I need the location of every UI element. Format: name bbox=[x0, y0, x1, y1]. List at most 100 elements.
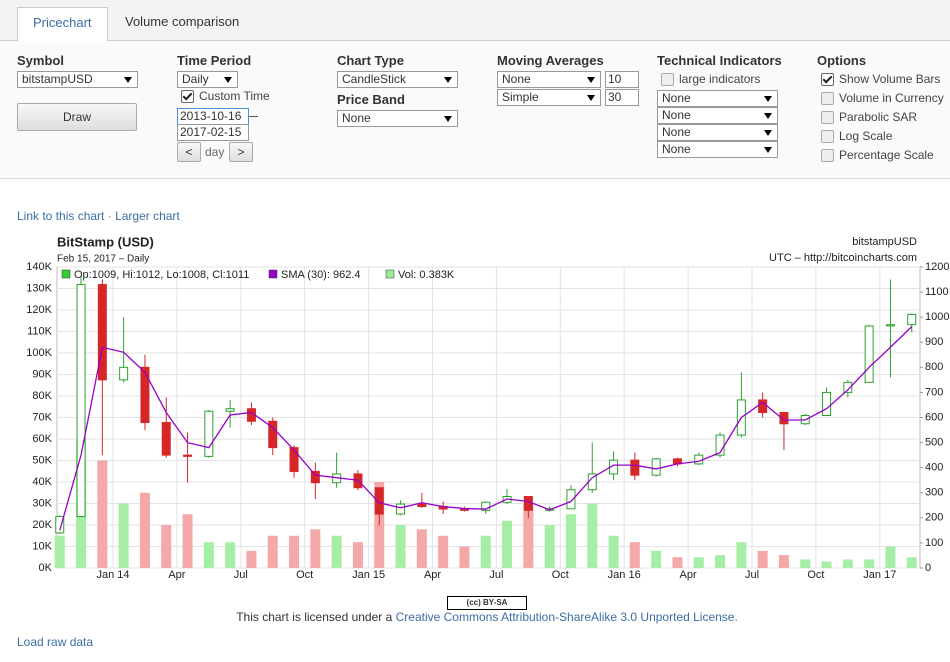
y2-tick-label: 400 bbox=[925, 462, 943, 474]
period-input[interactable]: 30 bbox=[605, 89, 639, 106]
volume-bar bbox=[651, 550, 662, 568]
candle-body bbox=[55, 516, 65, 534]
volume-bar bbox=[267, 535, 278, 568]
volume-bar bbox=[331, 535, 342, 568]
checkbox[interactable] bbox=[821, 130, 834, 143]
candle-body bbox=[289, 447, 299, 472]
volume-bar bbox=[736, 542, 747, 568]
y2-tick-label: 800 bbox=[925, 361, 943, 373]
checkbox[interactable] bbox=[821, 92, 834, 105]
candle-body bbox=[523, 496, 533, 511]
y2-tick-label: 200 bbox=[925, 512, 943, 524]
x-tick-label: Jul bbox=[745, 569, 759, 581]
chart-title: BitStamp (USD) bbox=[57, 234, 154, 249]
volume-bar bbox=[225, 542, 236, 568]
label: Chart Type bbox=[337, 53, 404, 68]
volume-bar bbox=[118, 503, 129, 568]
form bbox=[0, 41, 950, 179]
volume-bar bbox=[480, 535, 491, 568]
tab[interactable]: Volume comparison bbox=[125, 14, 240, 29]
candle-body bbox=[779, 411, 789, 425]
candle-body bbox=[417, 503, 427, 508]
candle-body bbox=[843, 381, 853, 393]
y2-tick-label: 1100 bbox=[925, 286, 949, 298]
checkbox[interactable] bbox=[821, 73, 834, 86]
y-tick-label: 140K bbox=[26, 261, 52, 273]
checkbox[interactable] bbox=[661, 73, 674, 86]
checkbox-label: Custom Time bbox=[199, 89, 270, 103]
checkbox-label: Show Volume Bars bbox=[839, 72, 941, 86]
select[interactable]: None bbox=[657, 107, 778, 124]
candle-body bbox=[566, 489, 576, 510]
candle-body bbox=[651, 458, 661, 476]
volume-bar bbox=[395, 525, 406, 568]
period-input[interactable]: 10 bbox=[605, 71, 639, 88]
select[interactable]: None bbox=[657, 90, 778, 107]
volume-bar bbox=[842, 559, 853, 568]
select[interactable]: None bbox=[337, 110, 458, 127]
draw-button[interactable]: Draw bbox=[17, 103, 137, 131]
label: Moving Averages bbox=[497, 53, 604, 68]
volume-bar bbox=[139, 492, 150, 568]
volume-bar bbox=[97, 460, 108, 568]
volume-bar bbox=[800, 559, 811, 568]
select[interactable]: None bbox=[497, 71, 601, 88]
select[interactable]: Simple bbox=[497, 89, 601, 106]
license-link[interactable]: Creative Commons Attribution-ShareAlike … bbox=[395, 610, 738, 624]
select[interactable]: CandleStick bbox=[337, 71, 458, 88]
candle-body bbox=[630, 459, 640, 476]
x-tick-label: Oct bbox=[552, 569, 569, 581]
candle-body bbox=[183, 454, 193, 457]
date-input[interactable]: 2017-02-15 bbox=[177, 124, 249, 141]
tab[interactable]: Pricechart bbox=[17, 7, 108, 42]
date-input[interactable]: 2013-10-16 bbox=[177, 108, 249, 125]
label: Options bbox=[817, 53, 867, 68]
legend-swatch bbox=[61, 269, 71, 279]
chart: BitStamp (USD) Feb 15, 2017 – Daily bits… bbox=[26, 234, 949, 581]
volume-bar bbox=[289, 535, 300, 568]
y-tick-label: 100K bbox=[26, 347, 52, 359]
x-tick-label: Apr bbox=[168, 569, 185, 581]
y2-tick-label: 100 bbox=[925, 537, 943, 549]
checkbox[interactable] bbox=[821, 149, 834, 162]
volume-bar bbox=[438, 535, 449, 568]
checkbox-label: large indicators bbox=[679, 72, 761, 86]
volume-bar bbox=[161, 525, 172, 568]
checkbox-label: Log Scale bbox=[839, 129, 893, 143]
y-tick-label: 70K bbox=[32, 411, 52, 423]
select[interactable]: None bbox=[657, 141, 778, 158]
label: Time Period bbox=[177, 53, 252, 68]
volume-bar bbox=[906, 557, 917, 568]
checkbox[interactable] bbox=[181, 90, 194, 103]
y-tick-label: 50K bbox=[32, 454, 52, 466]
legend-label: Vol: 0.383K bbox=[398, 269, 455, 281]
legend-label: SMA (30): 962.4 bbox=[281, 269, 361, 281]
prev-button[interactable]: < bbox=[177, 142, 201, 162]
candle-body bbox=[885, 324, 895, 327]
sma-line bbox=[59, 326, 913, 531]
y-tick-label: 60K bbox=[32, 433, 52, 445]
select[interactable]: bitstampUSD bbox=[17, 71, 138, 88]
y-tick-label: 80K bbox=[32, 390, 52, 402]
y2-tick-label: 900 bbox=[925, 336, 943, 348]
tab-bar: Pricechart Volume comparison bbox=[0, 0, 950, 42]
candle-body bbox=[907, 313, 917, 326]
link[interactable]: Link to this chart bbox=[17, 209, 105, 223]
candle-body bbox=[374, 487, 384, 515]
select[interactable]: Daily bbox=[177, 71, 238, 88]
x-tick-label: Apr bbox=[680, 569, 697, 581]
volume-bar bbox=[459, 546, 470, 568]
candle-body bbox=[97, 284, 107, 381]
y2-tick-label: 0 bbox=[925, 562, 931, 574]
cc-badge[interactable]: (cc) BY-SA bbox=[447, 596, 527, 610]
candle-body bbox=[481, 501, 491, 511]
checkbox-label: Parabolic SAR bbox=[839, 110, 918, 124]
y2-tick-label: 300 bbox=[925, 487, 943, 499]
next-button[interactable]: > bbox=[229, 142, 253, 162]
select[interactable]: None bbox=[657, 124, 778, 141]
separator: · bbox=[107, 209, 112, 223]
raw-data-link[interactable]: Load raw data bbox=[17, 635, 94, 649]
link[interactable]: Larger chart bbox=[115, 209, 180, 223]
checkbox[interactable] bbox=[821, 111, 834, 124]
